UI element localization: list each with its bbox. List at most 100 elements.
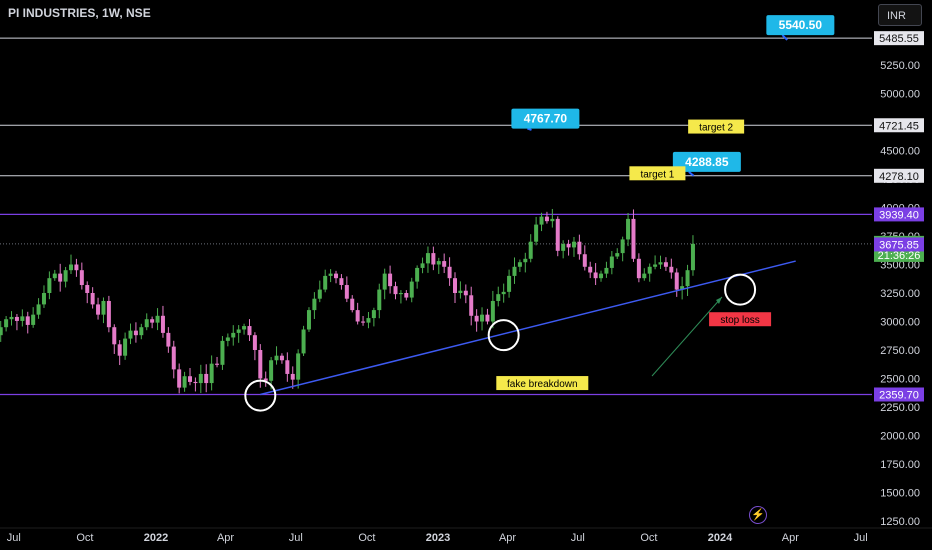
candle-body: [144, 319, 149, 328]
candle-body: [393, 286, 398, 295]
candle-body: [41, 293, 46, 305]
candle-body: [0, 327, 3, 336]
y-tick-label: 3250.00: [880, 288, 920, 300]
candle-body: [279, 355, 284, 361]
y-tick-label: 1250.00: [880, 516, 920, 528]
candle-body: [220, 340, 225, 365]
arrow-head: [716, 297, 722, 304]
y-tick-label: 2250.00: [880, 402, 920, 414]
level-price-label-bg: [874, 168, 924, 183]
candle-body: [480, 314, 485, 322]
y-tick-label: 2500.00: [880, 374, 920, 386]
y-tick-label: 4500.00: [880, 146, 920, 158]
candle-body: [344, 285, 349, 299]
circle-marker: [244, 379, 277, 412]
callout-arrow: [781, 34, 788, 41]
candle-body: [620, 239, 625, 254]
y-tick-label: 3500.00: [880, 260, 920, 272]
callout-box: [672, 151, 741, 172]
candle-body: [685, 270, 690, 287]
candle-body: [539, 216, 544, 225]
candle-body: [377, 289, 382, 311]
y-tick-label: 1500.00: [880, 488, 920, 500]
candle-body: [452, 278, 457, 293]
lightning-icon[interactable]: ⚡: [749, 506, 767, 524]
candle-body: [409, 281, 414, 298]
candle-body: [571, 241, 576, 248]
candle-body: [155, 315, 160, 323]
candle-body: [263, 378, 268, 381]
candle-body: [252, 335, 257, 350]
candle-body: [31, 314, 36, 325]
candle-body: [501, 291, 506, 295]
candle-body: [306, 310, 311, 330]
currency-button[interactable]: INR: [878, 4, 922, 26]
callout-arrow: [688, 171, 695, 177]
candle-body: [123, 338, 128, 356]
annotation-label: fake breakdown: [507, 379, 578, 390]
candle-body: [301, 329, 306, 354]
candle-body: [566, 243, 571, 248]
candle-body: [198, 373, 203, 384]
candle-body: [106, 300, 111, 328]
x-tick-label: Jul: [7, 532, 21, 544]
candle-body: [528, 241, 533, 259]
annotation-box: [709, 312, 772, 327]
candle-body: [79, 270, 84, 286]
callout-box: [511, 108, 580, 129]
candle-body: [366, 318, 371, 323]
trendline-price-label: 3675.85: [879, 239, 919, 251]
circle-marker: [724, 273, 757, 306]
candle-body: [14, 316, 19, 321]
candle-body: [312, 298, 317, 311]
candle-body: [69, 264, 74, 271]
candle-body: [74, 264, 79, 271]
candle-body: [420, 263, 425, 268]
candle-body: [20, 316, 25, 321]
callout-label: 4767.70: [524, 112, 568, 126]
candle-body: [604, 267, 609, 274]
candle-body: [442, 261, 447, 267]
candle-body: [690, 243, 695, 271]
candle-body: [431, 253, 436, 265]
level-price-label-bg: [874, 31, 924, 46]
y-tick-label: 1750.00: [880, 459, 920, 471]
candle-body: [187, 376, 192, 382]
candle-body: [247, 326, 252, 336]
callout-arrow: [527, 127, 532, 131]
candle-body: [171, 346, 176, 370]
annotation-label: target 1: [640, 169, 674, 180]
candle-body: [296, 353, 301, 380]
annotation-box: [629, 166, 686, 181]
support-trendline: [260, 260, 796, 396]
candle-body: [669, 266, 674, 273]
candle-body: [382, 273, 387, 290]
candle-body: [25, 316, 30, 325]
x-tick-label: Apr: [782, 532, 799, 544]
candle-body: [355, 310, 360, 322]
x-tick-label: 2023: [426, 532, 450, 544]
candle-body: [631, 218, 636, 259]
callout-box: [766, 15, 835, 36]
candle-body: [225, 337, 230, 341]
candle-body: [231, 332, 236, 338]
candle-body: [36, 304, 41, 315]
symbol-title[interactable]: PI INDUSTRIES, 1W, NSE: [8, 6, 151, 20]
candle-body: [85, 285, 90, 293]
candle-body: [490, 300, 495, 322]
candle-body: [101, 300, 106, 315]
candle-body: [447, 266, 452, 279]
candle-body: [588, 266, 593, 273]
candle-body: [615, 253, 620, 257]
candle-body: [647, 266, 652, 274]
candle-body: [599, 273, 604, 279]
candle-body: [4, 319, 9, 328]
candle-body: [317, 289, 322, 299]
y-tick-label: 2000.00: [880, 431, 920, 443]
candle-body: [653, 264, 658, 267]
y-tick-label: 5250.00: [880, 60, 920, 72]
level-price-label-bg: [874, 118, 924, 133]
x-tick-label: 2022: [144, 532, 168, 544]
level-price-label-bg: [874, 207, 924, 222]
